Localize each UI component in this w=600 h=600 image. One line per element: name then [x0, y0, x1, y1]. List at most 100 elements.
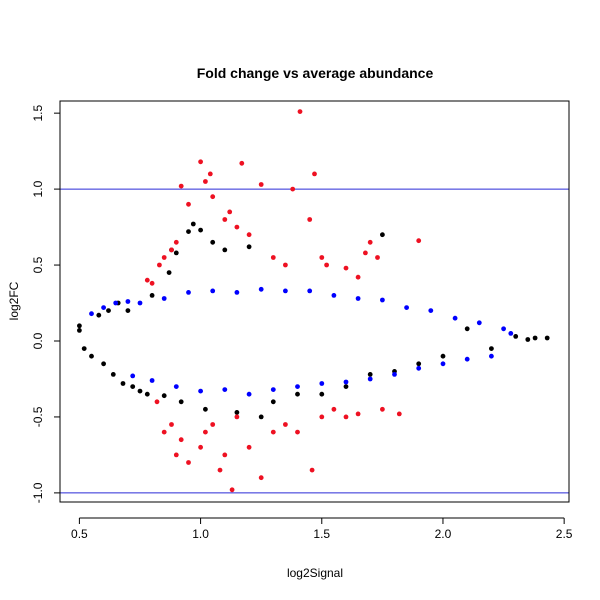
data-point-black [343, 384, 349, 389]
data-point-blue [501, 326, 506, 332]
data-point-red [222, 217, 228, 222]
data-point-red [217, 467, 223, 473]
x-tick-label: 2.0 [435, 527, 452, 541]
data-point-red [319, 255, 325, 260]
data-point-red [343, 414, 349, 420]
data-point-red [363, 250, 368, 256]
data-point-blue [234, 290, 240, 295]
data-point-red [283, 262, 288, 268]
data-point-black [198, 227, 204, 233]
data-point-red [161, 255, 167, 260]
data-point-red [312, 171, 317, 177]
data-point-black [544, 335, 550, 341]
data-point-red [258, 475, 264, 481]
data-point-red [355, 274, 361, 280]
data-point-blue [137, 300, 143, 306]
data-point-black [137, 388, 143, 394]
data-point-blue [476, 320, 482, 326]
data-point-black [149, 293, 155, 298]
data-point-black [144, 391, 150, 397]
data-point-black [120, 381, 126, 386]
data-point-blue [125, 299, 131, 304]
y-tick-label: 0.5 [31, 256, 45, 273]
data-point-blue [452, 315, 458, 321]
data-point-red [375, 255, 380, 260]
data-point-red [198, 444, 204, 450]
data-point-black [125, 308, 131, 313]
data-point-red [210, 194, 216, 200]
y-tick-label: -0.5 [31, 406, 45, 427]
data-point-red [297, 109, 303, 114]
data-point-red [324, 262, 329, 268]
data-point-blue [101, 305, 106, 310]
data-point-blue [295, 384, 300, 389]
data-point-red [355, 411, 361, 417]
y-tick-label: 0.0 [31, 332, 45, 349]
data-point-red [203, 429, 208, 435]
x-axis-label: log2Signal [287, 566, 343, 580]
data-point-black [203, 406, 208, 412]
y-axis: -1.0 -0.5 0.0 0.5 1.0 1.5 [31, 104, 61, 503]
data-point-red [416, 238, 422, 244]
data-point-red [270, 255, 276, 260]
data-point-red [203, 179, 208, 184]
data-point-black [101, 361, 106, 367]
data-point-red [186, 201, 191, 207]
data-point-red [161, 429, 167, 435]
data-point-black [440, 353, 446, 359]
data-point-red [169, 247, 174, 253]
data-point-black [110, 372, 116, 377]
data-point-black [246, 244, 252, 250]
data-point-black [96, 312, 102, 318]
x-tick-label: 1.0 [192, 527, 209, 541]
x-axis: 0.5 1.0 1.5 2.0 2.5 [71, 517, 573, 541]
y-axis-label: log2FC [7, 281, 21, 320]
data-point-red [173, 452, 179, 458]
data-point-black [190, 221, 196, 227]
data-point-red [144, 277, 150, 283]
data-point-black [464, 326, 470, 332]
data-point-blue [440, 361, 446, 367]
data-point-red [396, 411, 402, 417]
data-point-blue [161, 296, 167, 301]
data-point-red [229, 487, 235, 493]
y-tick-label: 1.5 [31, 104, 45, 121]
data-point-blue [270, 387, 276, 392]
data-point-red [149, 280, 155, 286]
data-point-black [222, 247, 228, 253]
data-point-blue [113, 300, 119, 306]
data-point-blue [198, 388, 204, 394]
data-point-red [367, 239, 373, 245]
data-point-black [532, 335, 538, 341]
data-point-blue [343, 379, 349, 385]
chart-title: Fold change vs average abundance [197, 65, 434, 81]
data-point-black [89, 353, 94, 359]
data-point-red [234, 224, 240, 230]
data-point-red [157, 262, 162, 268]
data-point-blue [508, 331, 514, 336]
data-point-black [319, 391, 325, 397]
data-point-black [270, 399, 276, 405]
data-point-red [198, 159, 204, 165]
data-point-red [295, 429, 300, 435]
data-point-red [207, 171, 213, 177]
data-point-red [270, 429, 276, 435]
data-point-red [307, 217, 313, 222]
data-point-blue [149, 378, 155, 383]
data-point-blue [258, 286, 264, 292]
data-point-red [319, 414, 325, 420]
data-point-black [234, 410, 240, 415]
data-point-blue [186, 290, 191, 295]
data-point-black [81, 346, 87, 351]
data-point-blue [173, 384, 179, 389]
data-point-red [309, 467, 315, 473]
data-point-red [290, 186, 296, 192]
data-point-red [331, 406, 337, 412]
data-point-black [367, 372, 373, 377]
data-point-red [246, 232, 252, 238]
y-tick-label: -1.0 [31, 482, 45, 503]
data-point-red [222, 452, 228, 458]
x-tick-label: 2.5 [556, 527, 573, 541]
data-point-black [489, 346, 494, 351]
data-point-red [239, 160, 245, 166]
